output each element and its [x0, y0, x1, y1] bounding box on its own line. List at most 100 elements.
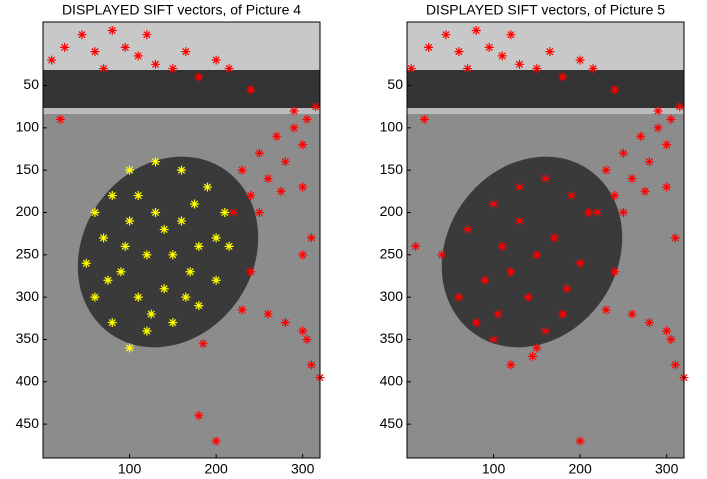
- keypoint-marker: [211, 233, 221, 243]
- keypoint-marker: [189, 199, 199, 209]
- x-tick-label: 100: [118, 461, 142, 477]
- keypoint-marker: [142, 250, 152, 260]
- keypoint-marker: [133, 191, 143, 201]
- keypoint-marker: [454, 47, 464, 57]
- y-tick-label: 100: [16, 119, 40, 135]
- keypoint-marker: [280, 318, 290, 328]
- y-tick-label: 250: [16, 246, 40, 262]
- keypoint-marker: [298, 250, 308, 260]
- keypoint-marker: [151, 207, 161, 217]
- keypoint-marker: [116, 267, 126, 277]
- keypoint-marker: [419, 114, 429, 124]
- keypoint-marker: [99, 233, 109, 243]
- keypoint-marker: [133, 292, 143, 302]
- keypoint-marker: [549, 233, 559, 243]
- y-tick-label: 450: [380, 415, 404, 431]
- keypoint-marker: [627, 174, 637, 184]
- y-tick-label: 350: [16, 330, 40, 346]
- keypoint-marker: [60, 42, 70, 52]
- keypoint-marker: [670, 233, 680, 243]
- keypoint-marker: [592, 207, 602, 217]
- keypoint-marker: [653, 123, 663, 133]
- keypoint-marker: [272, 131, 282, 141]
- keypoint-marker: [142, 326, 152, 336]
- keypoint-marker: [263, 174, 273, 184]
- keypoint-marker: [541, 326, 550, 336]
- keypoint-marker: [185, 267, 195, 277]
- keypoint-marker: [588, 64, 598, 74]
- keypoint-marker: [125, 216, 135, 226]
- keypoint-marker: [298, 182, 308, 192]
- keypoint-marker: [497, 51, 507, 61]
- keypoint-marker: [558, 72, 568, 82]
- keypoint-marker: [47, 55, 57, 65]
- axes-frame: [42, 21, 321, 459]
- keypoint-marker: [506, 30, 516, 40]
- keypoint-marker: [454, 292, 464, 302]
- keypoint-marker: [411, 241, 421, 251]
- keypoint-marker: [246, 267, 256, 277]
- keypoint-marker: [289, 106, 299, 116]
- keypoint-marker: [463, 224, 473, 234]
- x-tick-label: 300: [291, 461, 315, 477]
- keypoint-marker: [298, 140, 308, 150]
- keypoint-marker: [90, 47, 100, 57]
- keypoint-marker: [194, 72, 204, 82]
- keypoint-marker: [610, 267, 620, 277]
- keypoint-marker: [302, 114, 312, 124]
- keypoint-marker: [177, 165, 186, 175]
- keypoint-marker: [103, 275, 113, 285]
- keypoint-marker: [280, 157, 290, 167]
- y-tick-label: 300: [16, 288, 40, 304]
- keypoint-marker: [246, 85, 256, 95]
- keypoint-marker: [441, 30, 451, 40]
- keypoint-marker: [159, 224, 169, 234]
- axes-frame: [406, 21, 685, 459]
- keypoint-marker: [211, 275, 221, 285]
- keypoint-marker: [575, 258, 585, 268]
- y-tick-label: 150: [16, 161, 40, 177]
- keypoint-marker: [133, 51, 143, 61]
- keypoint-marker: [666, 114, 676, 124]
- image-rail: [407, 108, 684, 114]
- keypoint-marker: [90, 292, 100, 302]
- keypoint-marker: [311, 102, 321, 112]
- keypoint-marker: [146, 309, 156, 319]
- keypoint-marker: [220, 207, 230, 217]
- keypoint-marker: [493, 309, 503, 319]
- keypoint-marker: [254, 207, 264, 217]
- y-tick-label: 400: [16, 373, 40, 389]
- chart-title: DISPLAYED SIFT vectors, of Picture 5: [426, 2, 665, 18]
- keypoint-marker: [662, 182, 672, 192]
- keypoint-marker: [181, 47, 191, 57]
- keypoint-marker: [107, 318, 117, 328]
- x-tick-label: 300: [655, 461, 679, 477]
- keypoint-marker: [523, 292, 533, 302]
- y-tick-label: 150: [380, 161, 404, 177]
- keypoint-marker: [528, 351, 538, 361]
- keypoint-marker: [151, 157, 161, 167]
- subplot: DISPLAYED SIFT vectors, of Picture 5 100 2…: [380, 2, 689, 477]
- y-tick-label: 200: [380, 203, 404, 219]
- y-tick-label: 350: [380, 330, 404, 346]
- keypoint-marker: [406, 64, 416, 74]
- keypoint-marker: [662, 326, 672, 336]
- keypoint-marker: [198, 339, 208, 349]
- keypoint-marker: [55, 114, 65, 124]
- subplot: DISPLAYED SIFT vectors, of Picture 4 100 2…: [16, 2, 325, 477]
- keypoint-marker: [224, 64, 234, 74]
- keypoint-marker: [90, 207, 100, 217]
- keypoint-marker: [618, 207, 628, 217]
- keypoint-marker: [125, 343, 135, 353]
- keypoint-marker: [120, 42, 130, 52]
- keypoint-marker: [566, 191, 576, 201]
- keypoint-marker: [211, 55, 221, 65]
- keypoint-marker: [159, 284, 169, 294]
- keypoint-marker: [515, 182, 525, 192]
- keypoint-marker: [107, 25, 117, 35]
- x-tick-label: 100: [482, 461, 506, 477]
- keypoint-marker: [675, 102, 685, 112]
- keypoint-marker: [177, 216, 186, 226]
- keypoint-marker: [575, 55, 585, 65]
